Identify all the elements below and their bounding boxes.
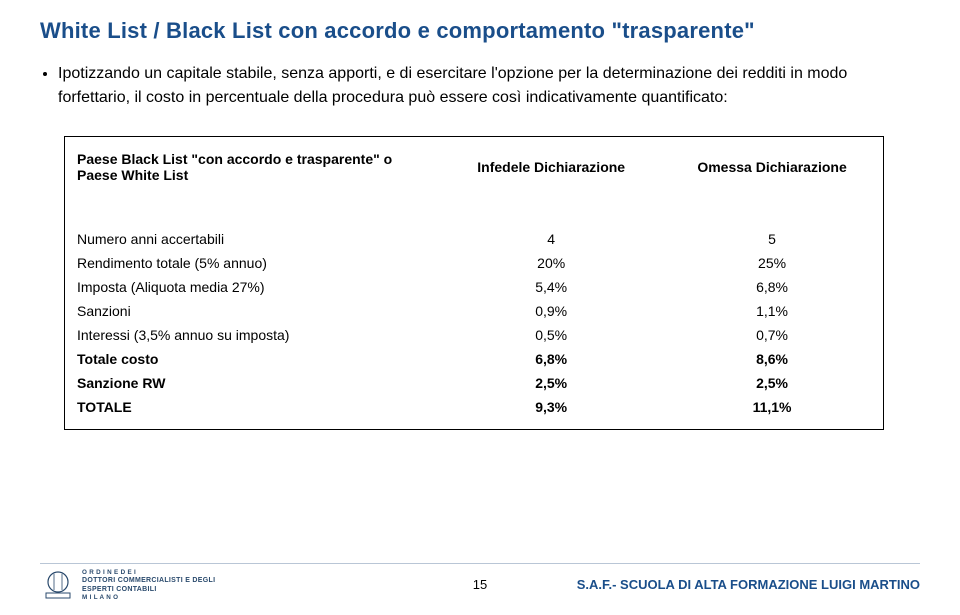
- row-val2: 25%: [661, 251, 883, 275]
- table-row: Imposta (Aliquota media 27%) 5,4% 6,8%: [65, 275, 883, 299]
- table-row: Interessi (3,5% annuo su imposta) 0,5% 0…: [65, 323, 883, 347]
- table-row: Sanzione RW 2,5% 2,5%: [65, 371, 883, 395]
- ordine-logo-icon: [40, 569, 76, 601]
- footer-logo-text: O R D I N E D E I DOTTORI COMMERCIALISTI…: [82, 569, 215, 602]
- row-label: Rendimento totale (5% annuo): [65, 251, 441, 275]
- row-val2: 1,1%: [661, 299, 883, 323]
- row-val2: 5: [661, 227, 883, 251]
- row-label: TOTALE: [65, 395, 441, 419]
- table-row: Sanzioni 0,9% 1,1%: [65, 299, 883, 323]
- table-spacer: [65, 205, 883, 227]
- table-row: Numero anni accertabili 4 5: [65, 227, 883, 251]
- row-val1: 6,8%: [441, 347, 661, 371]
- table-row: Totale costo 6,8% 8,6%: [65, 347, 883, 371]
- cost-table-container: Paese Black List "con accordo e traspare…: [64, 136, 884, 430]
- table-header-row: Paese Black List "con accordo e traspare…: [65, 137, 883, 205]
- row-label: Imposta (Aliquota media 27%): [65, 275, 441, 299]
- bullet-list: Ipotizzando un capitale stabile, senza a…: [40, 62, 920, 110]
- row-label: Totale costo: [65, 347, 441, 371]
- row-val1: 4: [441, 227, 661, 251]
- row-val1: 0,5%: [441, 323, 661, 347]
- row-val2: 11,1%: [661, 395, 883, 419]
- row-val1: 0,9%: [441, 299, 661, 323]
- row-val2: 2,5%: [661, 371, 883, 395]
- page-title: White List / Black List con accordo e co…: [40, 18, 920, 44]
- table-row: Rendimento totale (5% annuo) 20% 25%: [65, 251, 883, 275]
- footer-divider: [40, 563, 920, 564]
- table-spacer: [65, 419, 883, 429]
- logo-line: M I L A N O: [82, 594, 215, 602]
- row-label: Sanzione RW: [65, 371, 441, 395]
- row-label: Interessi (3,5% annuo su imposta): [65, 323, 441, 347]
- row-val2: 8,6%: [661, 347, 883, 371]
- table-row: TOTALE 9,3% 11,1%: [65, 395, 883, 419]
- header-col-infedele: Infedele Dichiarazione: [441, 137, 661, 205]
- header-col-omessa: Omessa Dichiarazione: [661, 137, 883, 205]
- row-val2: 0,7%: [661, 323, 883, 347]
- logo-line: O R D I N E D E I: [82, 569, 215, 577]
- row-label: Numero anni accertabili: [65, 227, 441, 251]
- row-val1: 2,5%: [441, 371, 661, 395]
- logo-line: DOTTORI COMMERCIALISTI E DEGLI: [82, 577, 215, 586]
- row-val1: 5,4%: [441, 275, 661, 299]
- cost-table: Paese Black List "con accordo e traspare…: [65, 137, 883, 429]
- row-val1: 20%: [441, 251, 661, 275]
- footer-logo: O R D I N E D E I DOTTORI COMMERCIALISTI…: [40, 569, 215, 602]
- row-val1: 9,3%: [441, 395, 661, 419]
- logo-line: ESPERTI CONTABILI: [82, 586, 215, 595]
- row-val2: 6,8%: [661, 275, 883, 299]
- row-label: Sanzioni: [65, 299, 441, 323]
- header-col-scenario: Paese Black List "con accordo e traspare…: [65, 137, 441, 205]
- footer-school: S.A.F.- SCUOLA DI ALTA FORMAZIONE LUIGI …: [577, 577, 920, 592]
- footer: O R D I N E D E I DOTTORI COMMERCIALISTI…: [0, 563, 960, 607]
- bullet-item: Ipotizzando un capitale stabile, senza a…: [58, 62, 920, 110]
- page-number: 15: [473, 577, 487, 592]
